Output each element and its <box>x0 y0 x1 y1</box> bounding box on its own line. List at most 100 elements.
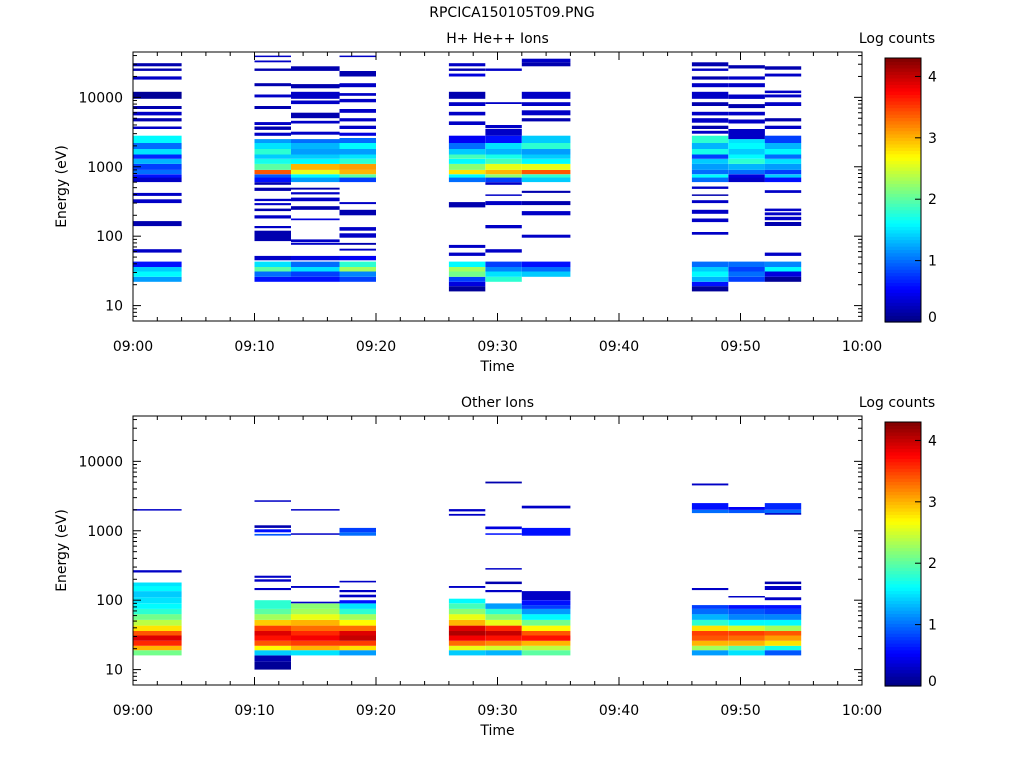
heatmap-cell <box>691 286 729 292</box>
colorbar-segment <box>885 514 921 519</box>
heatmap-cell <box>254 619 291 626</box>
colorbar-segment <box>885 143 921 148</box>
heatmap-cell <box>133 635 182 641</box>
colorbar-segment <box>885 58 921 62</box>
colorbar-segment <box>885 560 921 565</box>
colorbar-segment <box>885 550 921 555</box>
colorbar-segment <box>885 249 921 254</box>
colorbar-segment <box>885 199 921 204</box>
heatmap-cell <box>339 650 376 656</box>
heatmap-cell <box>764 619 802 626</box>
heatmap-cell <box>291 255 340 261</box>
heatmap-cell <box>339 635 376 641</box>
colorbar-segment <box>885 127 921 132</box>
colorbar-segment <box>885 507 921 512</box>
heatmap-cell <box>521 158 571 164</box>
heatmap-cell <box>254 608 291 615</box>
colorbar-segment <box>885 147 921 151</box>
heatmap-cell <box>691 271 729 277</box>
heatmap-cell <box>764 640 802 646</box>
heatmap-cell <box>339 98 376 103</box>
heatmap-cell <box>764 597 802 601</box>
heatmap-cell <box>521 177 571 183</box>
heatmap-cell <box>133 650 182 656</box>
heatmap-cell <box>339 248 376 251</box>
colorbar-segment <box>885 511 921 515</box>
heatmap-cell <box>254 143 291 149</box>
colorbar-segment <box>885 603 921 608</box>
heatmap-cell <box>291 139 340 143</box>
heatmap-cell <box>339 255 376 261</box>
heatmap-cell <box>133 177 182 183</box>
heatmap-cell <box>521 154 571 159</box>
heatmap-cell <box>521 201 571 206</box>
colorbar-segment <box>885 445 921 449</box>
colorbar-tick-label: 2 <box>928 556 937 572</box>
colorbar-segment <box>885 646 921 651</box>
heatmap-cell <box>448 281 486 287</box>
heatmap-cell <box>485 149 522 155</box>
panel-title: Other Ions <box>461 395 534 411</box>
heatmap-cell <box>339 267 376 272</box>
heatmap-cell <box>728 149 765 155</box>
heatmap-cell <box>485 129 522 136</box>
heatmap-cell <box>254 83 291 87</box>
heatmap-cell <box>254 645 291 651</box>
heatmap-cell <box>254 267 291 272</box>
colorbar-segment <box>885 246 921 250</box>
heatmap-cell <box>448 111 486 116</box>
colorbar-segment <box>885 219 921 224</box>
heatmap-cell <box>291 608 340 615</box>
heatmap-cell <box>485 125 522 129</box>
heatmap-cell <box>291 533 340 535</box>
heatmap-cell <box>291 192 340 195</box>
heatmap-cell <box>728 619 765 626</box>
heatmap-cell <box>764 169 802 175</box>
heatmap-cell <box>339 594 376 598</box>
heatmap-cell <box>764 118 802 122</box>
x-tick-label: 09:20 <box>356 703 396 719</box>
heatmap-cell <box>485 143 522 149</box>
heatmap-cell <box>764 586 802 590</box>
colorbar-segment <box>885 438 921 443</box>
heatmap-cell <box>133 261 182 267</box>
heatmap-cell <box>691 503 729 510</box>
heatmap-cell <box>691 186 729 189</box>
colorbar-segment <box>885 137 921 142</box>
colorbar-segment <box>885 71 921 76</box>
colorbar-segment <box>885 580 921 585</box>
heatmap-cell <box>291 239 340 243</box>
colorbar-segment <box>885 682 921 687</box>
heatmap-cell <box>133 68 182 71</box>
colorbar-segment <box>885 133 921 138</box>
heatmap-cell <box>485 645 522 651</box>
heatmap-cell <box>254 169 291 175</box>
heatmap-cell <box>764 102 802 106</box>
heatmap-cell <box>254 149 291 155</box>
colorbar-segment <box>885 573 921 578</box>
colorbar-segment <box>885 491 921 496</box>
colorbar-segment <box>885 262 921 267</box>
heatmap-cell <box>691 619 729 626</box>
heatmap-cell <box>521 271 571 277</box>
heatmap-cell <box>485 267 522 272</box>
heatmap-cell <box>485 590 522 593</box>
heatmap-cell <box>291 100 340 105</box>
y-axis-label: Energy (eV) <box>54 509 70 592</box>
heatmap-cell <box>448 174 486 178</box>
heatmap-cell <box>764 163 802 170</box>
heatmap-cell <box>691 483 729 486</box>
heatmap-cell <box>485 526 522 530</box>
heatmap-cell <box>764 631 802 636</box>
heatmap-cell <box>254 650 291 656</box>
heatmap-cell <box>485 154 522 159</box>
colorbar-segment <box>885 431 921 436</box>
heatmap-cell <box>764 581 802 585</box>
heatmap-cell <box>521 163 571 170</box>
heatmap-cell <box>691 588 729 591</box>
colorbar-segment <box>885 206 921 211</box>
colorbar-segment <box>885 481 921 486</box>
heatmap-cell <box>448 645 486 651</box>
colorbar-segment <box>885 193 921 198</box>
